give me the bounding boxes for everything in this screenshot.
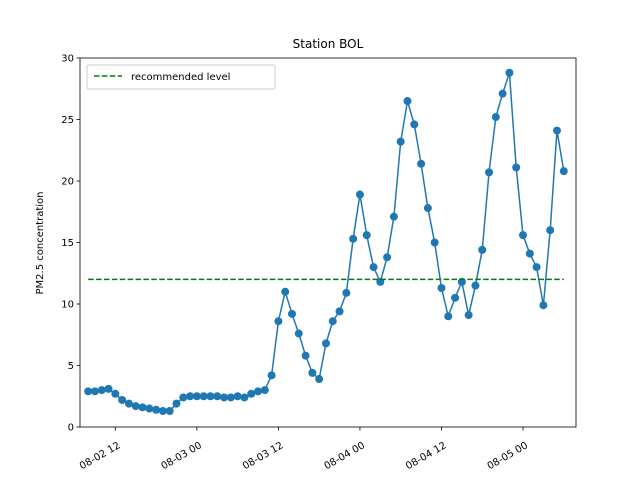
y-tick-label: 15 — [61, 238, 74, 249]
data-point — [287, 309, 296, 318]
data-point — [226, 393, 235, 402]
data-point — [328, 317, 337, 326]
data-point — [478, 245, 487, 254]
data-point — [389, 212, 398, 221]
data-point — [90, 387, 99, 396]
data-point — [240, 393, 249, 402]
data-point — [396, 137, 405, 146]
data-point — [532, 263, 541, 272]
data-point — [321, 339, 330, 348]
data-point — [355, 190, 364, 199]
data-point — [267, 371, 276, 380]
data-point — [192, 392, 201, 401]
data-point — [199, 392, 208, 401]
y-tick-label: 30 — [61, 54, 74, 65]
data-point — [97, 386, 106, 395]
data-point — [505, 68, 514, 77]
data-point — [301, 351, 310, 360]
chart-title: Station BOL — [293, 37, 364, 51]
y-tick-label: 20 — [61, 177, 74, 188]
data-point — [525, 249, 534, 258]
data-point — [281, 287, 290, 296]
data-point — [138, 403, 147, 412]
data-point — [444, 312, 453, 321]
data-point — [485, 168, 494, 177]
data-point — [437, 284, 446, 293]
data-point — [315, 375, 324, 384]
legend-box — [86, 64, 276, 90]
y-tick-label: 0 — [68, 423, 74, 434]
data-point — [308, 368, 317, 377]
data-point — [124, 399, 133, 408]
y-tick-label: 25 — [61, 115, 74, 126]
data-point — [118, 395, 127, 404]
data-point — [165, 407, 174, 416]
data-point — [349, 234, 358, 243]
data-point — [451, 293, 460, 302]
data-point — [294, 329, 303, 338]
data-point — [464, 311, 473, 320]
axes-frame — [79, 57, 577, 428]
data-point — [213, 392, 222, 401]
data-point — [111, 389, 120, 398]
data-point — [471, 281, 480, 290]
data-point — [233, 392, 242, 401]
data-point — [274, 317, 283, 326]
data-point — [179, 393, 188, 402]
data-point — [84, 387, 93, 396]
data-point — [430, 238, 439, 247]
data-point — [131, 402, 140, 411]
data-point — [491, 113, 500, 122]
data-point — [410, 120, 419, 129]
data-point — [145, 404, 154, 413]
data-point — [342, 288, 351, 297]
data-point — [260, 386, 269, 395]
data-point — [186, 392, 195, 401]
data-point — [369, 263, 378, 272]
data-point — [383, 253, 392, 262]
data-point — [559, 167, 568, 176]
y-tick-label: 10 — [61, 300, 74, 311]
legend: recommended level — [86, 64, 276, 90]
data-point — [254, 387, 263, 396]
data-point — [519, 231, 528, 240]
data-point — [104, 384, 113, 393]
y-axis-title: PM2.5 concentration — [35, 192, 46, 295]
data-point — [335, 307, 344, 316]
data-point — [417, 159, 426, 168]
data-point — [539, 301, 548, 310]
data-point — [220, 393, 229, 402]
data-point — [206, 392, 215, 401]
data-point — [423, 204, 432, 213]
data-point — [546, 226, 555, 235]
data-point — [247, 389, 256, 398]
data-point — [362, 231, 371, 240]
data-point — [403, 97, 412, 106]
legend-label: recommended level — [131, 72, 230, 83]
data-point — [512, 163, 521, 172]
data-point — [152, 405, 161, 414]
data-point — [552, 126, 561, 135]
data-point — [498, 89, 507, 98]
y-tick-label: 5 — [68, 361, 74, 372]
data-point — [158, 407, 167, 416]
data-point — [172, 399, 181, 408]
